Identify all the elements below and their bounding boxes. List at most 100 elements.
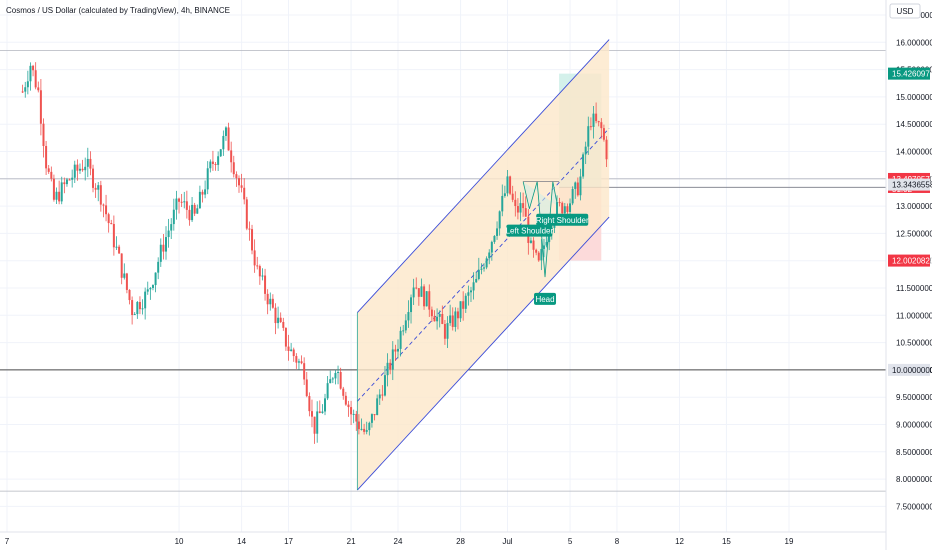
candle-body-159 [436,316,439,322]
candle-body-40 [125,273,128,290]
candle-body-185 [503,193,506,196]
currency-badge[interactable] [889,3,921,19]
price-tick-13: 14.0000000 [896,148,932,157]
entry-price-tag: 13.3436558 [892,181,932,190]
candle-body-180 [490,241,493,253]
candle-body-76 [219,149,222,157]
candle-body-69 [201,191,204,195]
candle-body-166 [454,311,457,327]
candle-body-189 [514,199,517,207]
candle-body-118 [329,379,332,384]
candle-body-201 [545,242,548,246]
price-tick-0: 7.5000000 [896,502,932,511]
time-axis[interactable]: 7 10 14 17 21 24 28 Jul 5 8 12 15 19 [5,537,794,546]
candle-body-86 [245,199,248,229]
channel-mid-line [357,127,610,402]
candle-body-218 [589,126,592,128]
candle-body-124 [344,395,347,405]
candle-body-94 [266,293,269,305]
candle-body-214 [579,176,582,196]
candle-body-134 [370,414,373,423]
candle-body-135 [373,414,376,416]
price-tick-17: 16.0000000 [896,38,932,47]
candle-body-73 [211,161,214,165]
price-tick-2: 8.5000000 [896,448,932,457]
price-tick-11: 13.0000000 [896,202,932,211]
candle-body-14 [58,191,61,202]
candle-body-205 [556,202,559,219]
candle-body-80 [230,150,233,163]
candle-body-208 [563,206,566,214]
time-tick-4: 21 [347,537,356,546]
candle-body-7 [39,90,42,124]
candle-body-101 [284,327,287,347]
candle-body-126 [350,407,353,415]
candle-body-196 [532,240,535,250]
channel-upper-line [357,39,610,313]
candle-body-70 [204,189,207,195]
candle-body-181 [493,235,496,242]
candle-body-114 [318,411,321,414]
candle-body-27 [92,168,95,188]
candle-body-79 [227,127,230,151]
candle-body-33 [107,214,110,224]
candle-body-36 [115,246,118,248]
price-tick-15: 15.0000000 [896,93,932,102]
candlesticks [21,62,608,444]
candle-body-63 [185,201,188,210]
head-label: Head [535,295,554,304]
candle-body-138 [381,394,384,396]
candle-body-186 [506,176,509,194]
candle-body-51 [154,272,157,286]
candle-body-158 [433,316,436,322]
candle-body-55 [165,237,168,252]
candle-body-199 [540,248,543,261]
candle-body-110 [308,396,311,412]
currency-label: USD [897,7,914,16]
candle-body-1 [24,87,27,92]
candle-body-37 [118,246,121,254]
candle-body-179 [488,252,491,259]
candle-body-113 [316,411,319,434]
candle-body-195 [529,240,532,243]
target-price-tag: 15.4260974 [892,70,932,79]
left-shoulder-label-bg [506,224,553,237]
candle-body-77 [222,135,225,150]
candle-body-211 [571,188,574,204]
candle-body-3 [29,65,32,82]
candle-body-42 [131,300,134,315]
candle-body-64 [188,209,191,221]
candle-body-175 [477,269,480,279]
candle-body-154 [423,286,426,307]
candle-body-191 [519,203,522,213]
candle-body-62 [183,201,186,203]
price-tick-4: 9.5000000 [896,393,932,402]
time-tick-0: 7 [5,537,10,546]
pattern-labels: Left Shoulder Head Right Shoulder [506,213,589,305]
candle-body-149 [410,297,413,313]
candle-body-12 [52,178,55,200]
candle-body-19 [71,177,74,180]
candle-body-107 [300,361,303,364]
level-price-tag: 10.0000000 [892,366,932,375]
candle-body-72 [209,161,212,169]
candle-body-147 [404,320,407,331]
candle-body-220 [595,113,598,122]
right-shoulder-label: Right Shoulder [536,216,589,225]
candle-body-178 [485,258,488,268]
candle-body-136 [376,398,379,415]
candle-body-32 [105,205,108,215]
candle-body-197 [535,249,538,253]
candle-body-45 [138,302,141,310]
candle-body-173 [472,282,475,291]
parallel-channel [356,39,610,491]
price-axis[interactable]: 7.5000000 8.0000000 8.5000000 9.0000000 9.50… [888,11,932,511]
candle-body-162 [443,323,446,339]
candle-body-184 [501,195,504,212]
candle-body-83 [237,178,240,186]
candle-body-139 [383,375,386,396]
candle-body-65 [191,204,194,221]
candle-body-115 [321,411,324,414]
candle-body-102 [287,346,290,351]
